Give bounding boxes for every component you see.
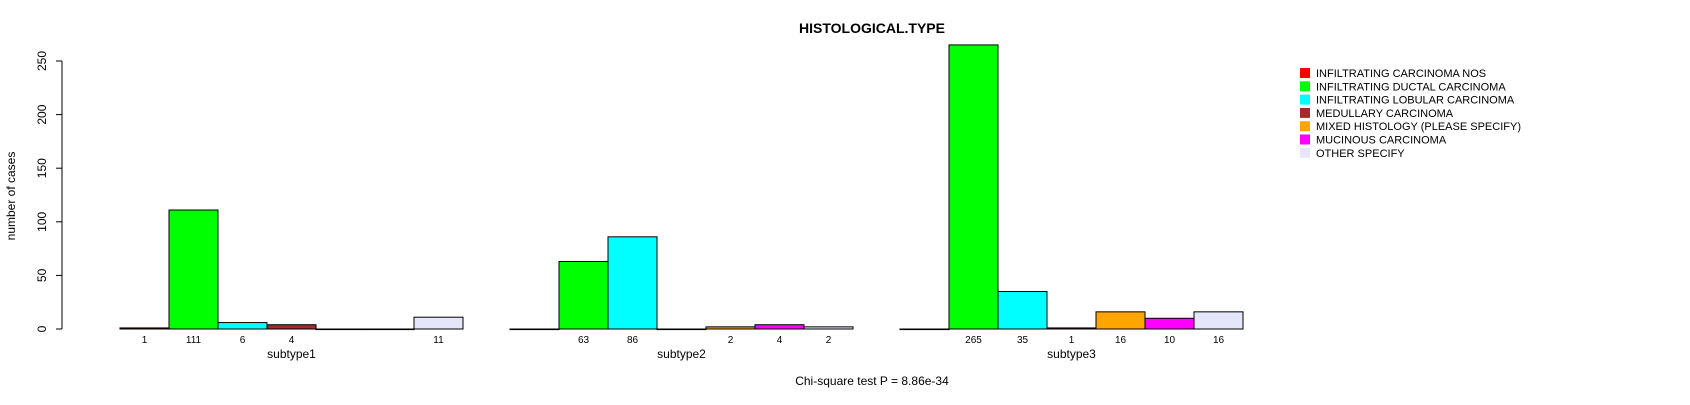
y-tick-label: 0 (35, 325, 49, 332)
bar-value-label: 11 (433, 335, 444, 346)
bar (364, 328, 415, 331)
bar-value-label: 4 (777, 335, 783, 346)
bar-value-label: 10 (1164, 335, 1176, 346)
bar-value-label: 16 (1115, 335, 1127, 346)
category-label: subtype1 (267, 347, 316, 361)
bar (656, 328, 707, 331)
y-tick-label: 150 (35, 158, 49, 178)
bar-labels: 1 111 6 4 11 63 86 2 4 2 265 35 1 16 10 16 (142, 335, 1225, 346)
legend-swatch (1300, 107, 1310, 118)
legend-label: MUCINOUS CARCINOMA (1316, 135, 1447, 147)
legend-swatch (1300, 134, 1310, 145)
bar (119, 327, 170, 330)
y-tick-label: 200 (35, 104, 49, 124)
y-axis: 0 50 100 150 200 250 (35, 51, 63, 332)
bar (509, 328, 560, 331)
bar (754, 324, 805, 330)
bars (119, 44, 1244, 331)
chi-square-footer: Chi-square test P = 8.86e-34 (795, 374, 949, 388)
legend-label: OTHER SPECIFY (1316, 148, 1405, 160)
bar (558, 260, 609, 330)
bar-value-label: 63 (578, 335, 590, 346)
bar-value-label: 16 (1213, 335, 1225, 346)
legend-swatch (1300, 68, 1310, 78)
bar (1193, 311, 1244, 330)
bar-value-label: 6 (240, 335, 246, 346)
bar (705, 326, 756, 330)
bar-value-label: 2 (826, 335, 832, 346)
bar-value-label: 265 (965, 335, 982, 346)
legend-label: INFILTRATING DUCTAL CARCINOMA (1316, 81, 1506, 93)
bar (315, 328, 366, 331)
bar (899, 328, 950, 331)
bar (1046, 327, 1097, 330)
category-label: subtype3 (1047, 347, 1096, 361)
bar (997, 290, 1048, 330)
legend-swatch (1300, 147, 1310, 158)
bar (413, 316, 464, 330)
y-axis-label: number of cases (4, 152, 18, 241)
bar-value-label: 86 (627, 335, 639, 346)
legend-swatch (1300, 94, 1310, 105)
y-tick-label: 250 (35, 51, 49, 71)
legend-label: INFILTRATING LOBULAR CARCINOMA (1316, 95, 1515, 107)
legend-label: INFILTRATING CARCINOMA NOS (1316, 68, 1486, 80)
legend-swatch (1300, 81, 1310, 92)
bar-value-label: 2 (728, 335, 734, 346)
y-tick-label: 50 (35, 268, 49, 282)
bar-value-label: 111 (186, 335, 202, 346)
chart-title: HISTOLOGICAL.TYPE (799, 20, 945, 36)
bar-value-label: 35 (1017, 335, 1029, 346)
legend-label: MEDULLARY CARCINOMA (1316, 108, 1454, 120)
bar-value-label: 1 (1069, 335, 1075, 346)
bar (803, 326, 854, 330)
legend-label: MIXED HISTOLOGY (PLEASE SPECIFY) (1316, 121, 1521, 133)
bar (168, 209, 219, 330)
bar (948, 44, 999, 330)
bar (1095, 311, 1146, 330)
bar (1144, 317, 1195, 330)
group-labels: subtype1 subtype2 subtype3 (267, 347, 1096, 361)
category-label: subtype2 (657, 347, 706, 361)
bar (266, 324, 317, 330)
legend-swatch (1300, 121, 1310, 132)
bar-value-label: 4 (289, 335, 295, 346)
bar (607, 236, 658, 330)
bar (217, 322, 268, 330)
bar-value-label: 1 (142, 335, 148, 346)
y-tick-label: 100 (35, 211, 49, 231)
